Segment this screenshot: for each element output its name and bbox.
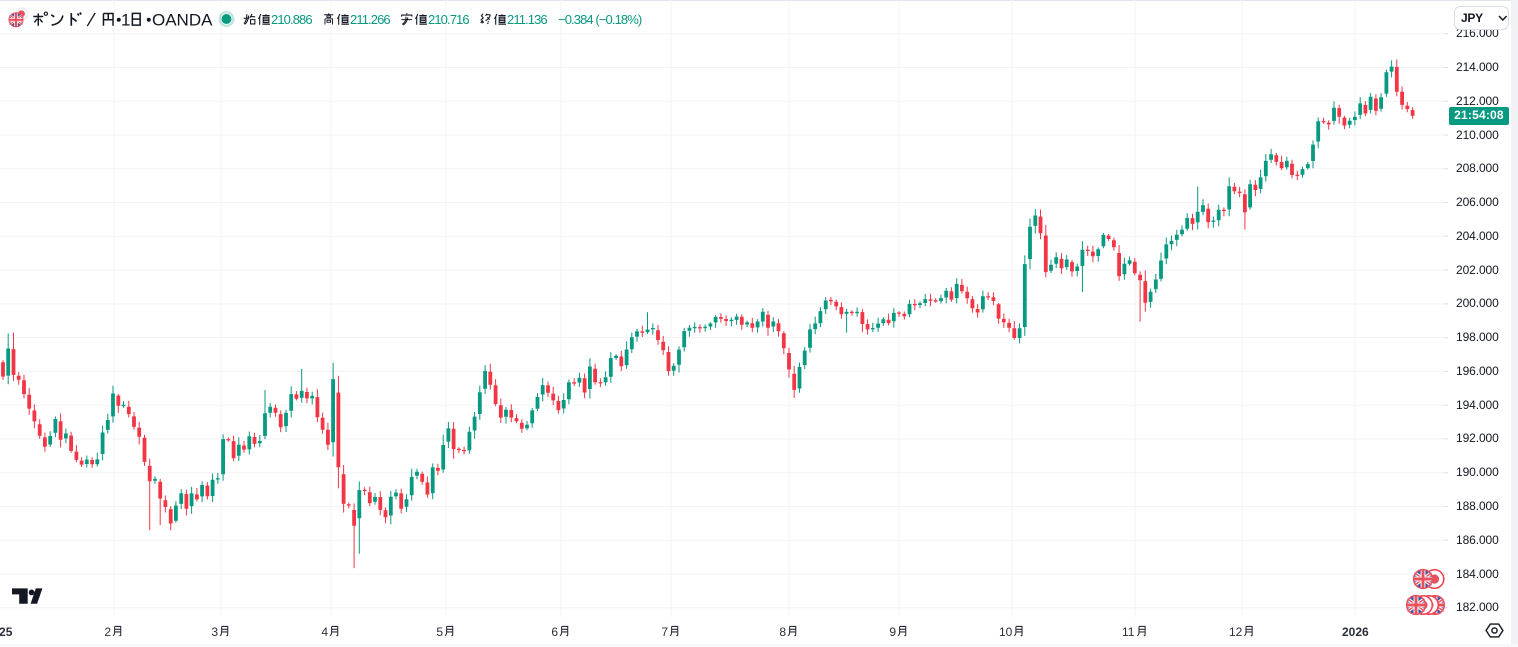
svg-text:10: 10 [999,625,1013,639]
svg-text:3: 3 [211,625,218,639]
svg-text:11: 11 [1122,625,1135,639]
svg-text:4: 4 [321,625,328,639]
svg-text:9: 9 [889,625,896,639]
svg-text:5: 5 [436,625,443,639]
svg-text:2026: 2026 [1342,625,1369,639]
svg-text:1: 1 [121,11,130,30]
svg-text:2025: 2025 [0,625,13,639]
svg-text:2: 2 [104,625,111,639]
svg-text:8: 8 [779,625,786,639]
svg-text:6: 6 [551,625,558,639]
svg-text:7: 7 [661,625,668,639]
svg-text:OANDA: OANDA [152,11,213,30]
svg-text:12: 12 [1229,625,1243,639]
